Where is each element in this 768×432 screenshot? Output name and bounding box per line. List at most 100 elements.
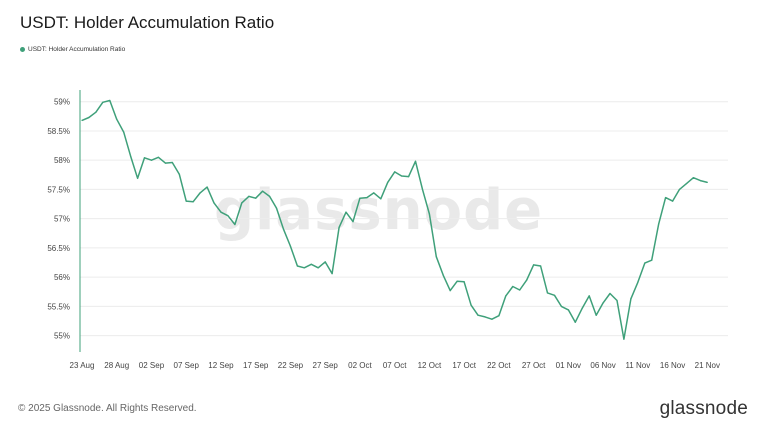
data-point [526,279,528,281]
data-point [442,274,444,276]
data-point [498,315,500,317]
x-tick-label: 28 Aug [104,361,129,370]
x-tick-label: 06 Nov [590,361,615,370]
x-tick-label: 02 Oct [348,361,372,370]
data-point [275,207,278,209]
x-tick-label: 01 Nov [556,361,581,370]
data-point [296,265,298,267]
x-tick-label: 07 Sep [174,361,200,370]
data-point [387,181,389,183]
y-tick-label: 56.5% [47,244,70,253]
data-point [338,226,340,228]
x-tick-label: 21 Nov [695,361,720,370]
series-line [81,99,708,340]
x-tick-label: 22 Sep [278,361,304,370]
data-point [533,264,535,266]
data-point [234,223,236,226]
data-point [637,281,639,283]
x-tick-label: 27 Sep [313,361,339,370]
data-point [560,305,563,307]
chart-legend[interactable]: USDT: Holder Accumulation Ratio [20,46,125,53]
data-point [567,309,570,311]
data-point [449,290,451,292]
data-point [574,321,576,323]
glassnode-logo[interactable]: glassnode [659,398,748,419]
data-point [588,295,590,297]
data-point [540,265,542,267]
data-point [609,292,611,295]
data-point [116,118,118,120]
data-point [477,314,479,316]
x-tick-label: 12 Sep [208,361,234,370]
x-tick-label: 12 Oct [418,361,442,370]
data-point [150,159,153,161]
data-point [519,289,521,291]
data-point [380,198,382,200]
data-point [595,314,597,316]
data-point [171,161,173,164]
data-point [359,197,361,199]
data-point [685,183,688,185]
data-point [658,223,660,225]
data-point [470,304,472,306]
data-point [269,195,271,197]
data-point [143,157,146,159]
data-point [130,155,132,157]
data-point [192,201,194,203]
data-point [262,190,264,192]
data-point [602,302,604,304]
y-tick-label: 55% [54,332,70,341]
data-point [672,200,674,202]
data-point [123,131,125,133]
data-point [408,176,410,178]
data-point [317,267,319,269]
data-point [81,119,83,121]
data-point [282,228,285,230]
x-tick-label: 07 Oct [383,361,407,370]
data-point [484,316,486,318]
data-point [414,160,417,162]
data-point [456,280,458,282]
data-point [553,294,556,296]
data-point [227,215,229,217]
data-point [546,292,549,294]
data-point [289,245,291,247]
data-point [623,338,625,340]
data-point [394,171,396,173]
x-tick-label: 16 Nov [660,361,685,370]
y-tick-label: 56% [54,273,70,282]
y-tick-label: 58.5% [47,127,70,136]
y-tick-label: 59% [54,98,70,107]
data-point [345,211,347,213]
data-point [428,213,430,215]
data-point [651,259,653,261]
data-point [373,192,375,194]
data-point [463,281,465,283]
y-tick-label: 55.5% [47,302,70,311]
data-point [178,173,180,175]
data-point [109,99,111,102]
y-tick-label: 58% [54,156,70,165]
y-tick-label: 57.5% [47,185,70,194]
data-point [213,202,215,204]
x-tick-label: 02 Sep [139,361,165,370]
data-point [220,211,222,213]
data-point [678,188,681,190]
data-point [421,188,424,190]
data-point [241,202,243,204]
x-tick-label: 22 Oct [487,361,511,370]
y-tick-label: 57% [54,215,70,224]
data-point [303,267,305,269]
data-point [137,177,139,179]
data-point [95,111,97,113]
data-point [164,162,166,164]
watermark: glassnode [214,178,544,243]
data-point [102,101,104,103]
data-point [199,192,201,194]
data-point [324,261,326,263]
x-tick-label: 27 Oct [522,361,546,370]
data-point [644,262,646,264]
data-point [491,318,493,320]
data-point [185,200,187,202]
